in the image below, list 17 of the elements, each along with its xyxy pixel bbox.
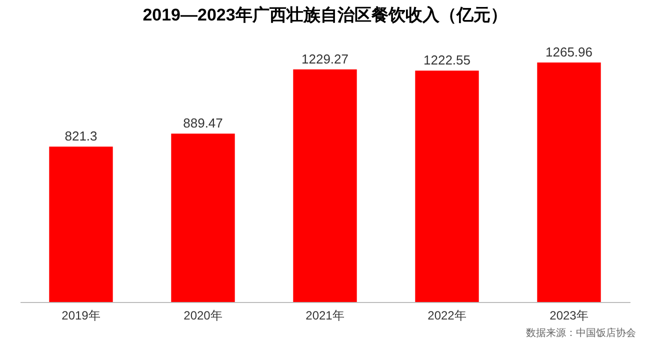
bar [49,146,113,302]
x-tick-label: 2022年 [428,308,466,322]
bar [171,134,235,302]
data-label: 1265.96 [546,44,592,60]
data-label: 821.3 [64,128,98,144]
data-label: 889.47 [183,116,223,131]
x-tick-label: 2020年 [184,308,222,322]
x-tick-label: 2023年 [550,308,588,322]
bar [293,69,357,302]
x-tick-label: 2021年 [306,308,344,322]
source-note: 数据来源：中国饭店协会 [526,326,636,340]
data-label: 1222.55 [424,52,470,68]
bar [415,70,479,302]
data-label: 1229.27 [302,51,348,66]
chart-title: 2019—2023年广西壮族自治区餐饮收入（亿元） [142,5,508,24]
bar [537,62,601,302]
x-tick-label: 2019年 [62,308,100,322]
